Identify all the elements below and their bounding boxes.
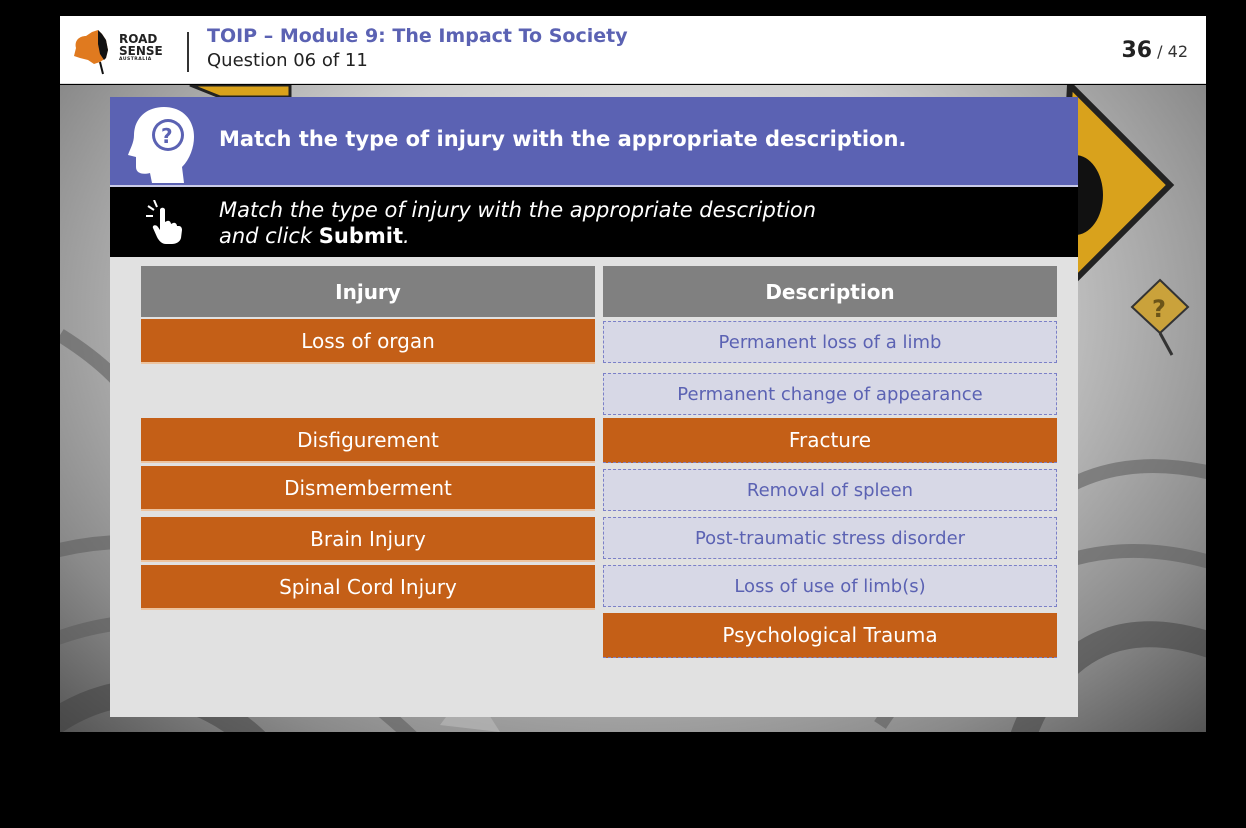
road-sense-logo: ROAD SENSE AUSTRALIA (70, 26, 180, 76)
injury-item-brain-injury[interactable]: Brain Injury (141, 517, 595, 562)
module-title: TOIP – Module 9: The Impact To Society (207, 25, 628, 47)
logo-road-text: ROAD (119, 32, 158, 46)
hand-click-icon (146, 200, 182, 244)
instruction-submit-word: Submit (318, 224, 404, 248)
description-slot-fracture[interactable]: Fracture (603, 418, 1057, 463)
description-slot-ptsd[interactable]: Post-traumatic stress disorder (603, 517, 1057, 559)
card-title: Match the type of injury with the approp… (219, 127, 907, 151)
question-header: ? Match the type of injury with the appr… (110, 97, 1078, 187)
logo-australia-text: AUSTRALIA (119, 57, 152, 62)
page-current: 36 (1121, 38, 1153, 63)
description-slot-permanent-change-of-appearance[interactable]: Permanent change of appearance (603, 373, 1057, 415)
description-column-header: Description (603, 266, 1057, 317)
header-divider (187, 32, 189, 72)
injury-item-spinal-cord-injury[interactable]: Spinal Cord Injury (141, 565, 595, 610)
head-question-icon: ? (128, 107, 194, 183)
question-counter: Question 06 of 11 (207, 50, 368, 71)
svg-text:?: ? (161, 124, 173, 148)
top-header: ROAD SENSE AUSTRALIA TOIP – Module 9: Th… (60, 16, 1206, 84)
logo-sense-text: SENSE (119, 44, 163, 58)
page-counter: 36 / 42 (1121, 38, 1188, 63)
instruction-and-click: and click (219, 224, 313, 248)
description-slot-psychological-trauma[interactable]: Psychological Trauma (603, 613, 1057, 658)
injury-item-dismemberment[interactable]: Dismemberment (141, 466, 595, 511)
question-card: ? Match the type of injury with the appr… (110, 97, 1078, 717)
page-total: / 42 (1157, 42, 1188, 61)
instruction-line-2: and click Submit. (219, 223, 816, 249)
instruction-period: . (403, 224, 410, 248)
slide-stage: ROAD SENSE AUSTRALIA TOIP – Module 9: Th… (60, 16, 1206, 828)
australia-map-icon (74, 30, 108, 75)
description-slot-removal-of-spleen[interactable]: Removal of spleen (603, 469, 1057, 511)
injury-column-header: Injury (141, 266, 595, 317)
instruction-text: Match the type of injury with the approp… (219, 197, 816, 249)
instruction-line-1: Match the type of injury with the approp… (219, 198, 817, 222)
description-slot-permanent-loss-of-a-limb[interactable]: Permanent loss of a limb (603, 321, 1057, 363)
description-slot-loss-of-use-of-limbs[interactable]: Loss of use of limb(s) (603, 565, 1057, 607)
svg-text:?: ? (1152, 295, 1166, 323)
instruction-bar: Match the type of injury with the approp… (110, 187, 1078, 257)
injury-item-disfigurement[interactable]: Disfigurement (141, 418, 595, 463)
injury-item-loss-of-organ[interactable]: Loss of organ (141, 319, 595, 364)
